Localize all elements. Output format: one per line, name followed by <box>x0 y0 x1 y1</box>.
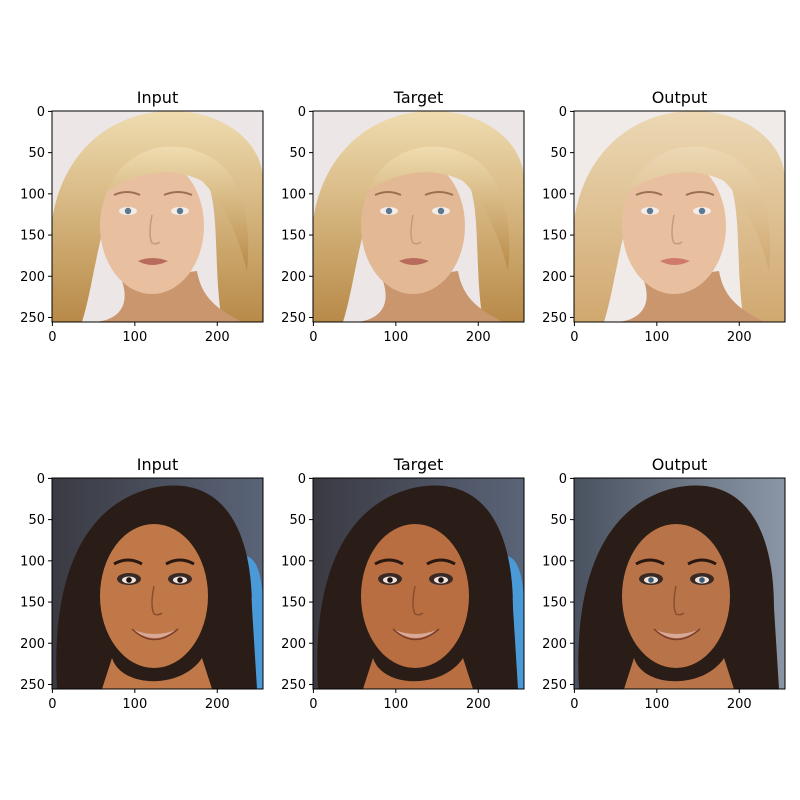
y-tick-label: 200 <box>20 270 45 285</box>
panel-title: Output <box>652 88 708 107</box>
y-tick-label: 0 <box>298 472 306 487</box>
y-tick-label: 250 <box>20 678 45 693</box>
x-tick-label: 0 <box>309 697 317 712</box>
x-tick-label: 200 <box>466 697 491 712</box>
axes-frame <box>312 477 525 690</box>
x-tick-label: 200 <box>205 697 230 712</box>
portrait-image <box>313 478 524 689</box>
x-tick-label: 100 <box>383 330 408 345</box>
y-tick-label: 100 <box>542 187 567 202</box>
y-tick-label: 0 <box>37 105 45 120</box>
x-tick-label: 200 <box>466 330 491 345</box>
y-tick-label: 100 <box>20 554 45 569</box>
y-tick-label: 100 <box>281 187 306 202</box>
y-tick-label: 0 <box>559 472 567 487</box>
y-tick-label: 150 <box>281 596 306 611</box>
panel-title: Target <box>393 455 444 474</box>
y-tick-label: 200 <box>281 270 306 285</box>
x-tick-label: 100 <box>644 330 669 345</box>
y-tick-label: 0 <box>37 472 45 487</box>
x-tick-label: 200 <box>727 330 752 345</box>
axes-frame <box>573 477 786 690</box>
portrait-image <box>52 478 263 689</box>
panel-title: Input <box>137 455 178 474</box>
axes-frame <box>312 110 525 323</box>
x-tick-label: 200 <box>727 697 752 712</box>
axes-frame <box>51 477 264 690</box>
y-tick-label: 50 <box>28 513 45 528</box>
x-tick-label: 0 <box>570 330 578 345</box>
x-tick-label: 0 <box>48 697 56 712</box>
y-tick-label: 150 <box>542 229 567 244</box>
y-tick-label: 250 <box>281 311 306 326</box>
y-tick-label: 200 <box>281 637 306 652</box>
y-tick-label: 150 <box>20 229 45 244</box>
x-tick-label: 100 <box>122 697 147 712</box>
x-tick-label: 200 <box>205 330 230 345</box>
y-tick-label: 250 <box>281 678 306 693</box>
x-tick-label: 100 <box>383 697 408 712</box>
y-tick-label: 100 <box>542 554 567 569</box>
y-tick-label: 50 <box>550 513 567 528</box>
panel-title: Output <box>652 455 708 474</box>
y-tick-label: 150 <box>20 596 45 611</box>
y-tick-label: 250 <box>542 678 567 693</box>
y-tick-label: 100 <box>20 187 45 202</box>
x-tick-label: 100 <box>644 697 669 712</box>
y-tick-label: 50 <box>28 146 45 161</box>
x-tick-label: 0 <box>309 330 317 345</box>
x-tick-label: 100 <box>122 330 147 345</box>
y-tick-label: 200 <box>542 270 567 285</box>
y-tick-label: 50 <box>289 146 306 161</box>
y-tick-label: 200 <box>20 637 45 652</box>
panel-title: Target <box>393 88 444 107</box>
y-tick-label: 150 <box>281 229 306 244</box>
axes-frame <box>51 110 264 323</box>
y-tick-label: 250 <box>542 311 567 326</box>
portrait-image <box>52 111 263 322</box>
y-tick-label: 0 <box>298 105 306 120</box>
x-tick-label: 0 <box>570 697 578 712</box>
portrait-image <box>574 111 785 322</box>
y-tick-label: 250 <box>20 311 45 326</box>
y-tick-label: 200 <box>542 637 567 652</box>
y-tick-label: 50 <box>289 513 306 528</box>
portrait-image <box>313 111 524 322</box>
y-tick-label: 50 <box>550 146 567 161</box>
y-tick-label: 150 <box>542 596 567 611</box>
x-tick-label: 0 <box>48 330 56 345</box>
axes-frame <box>573 110 786 323</box>
y-tick-label: 100 <box>281 554 306 569</box>
portrait-image <box>574 478 785 689</box>
panel-title: Input <box>137 88 178 107</box>
y-tick-label: 0 <box>559 105 567 120</box>
